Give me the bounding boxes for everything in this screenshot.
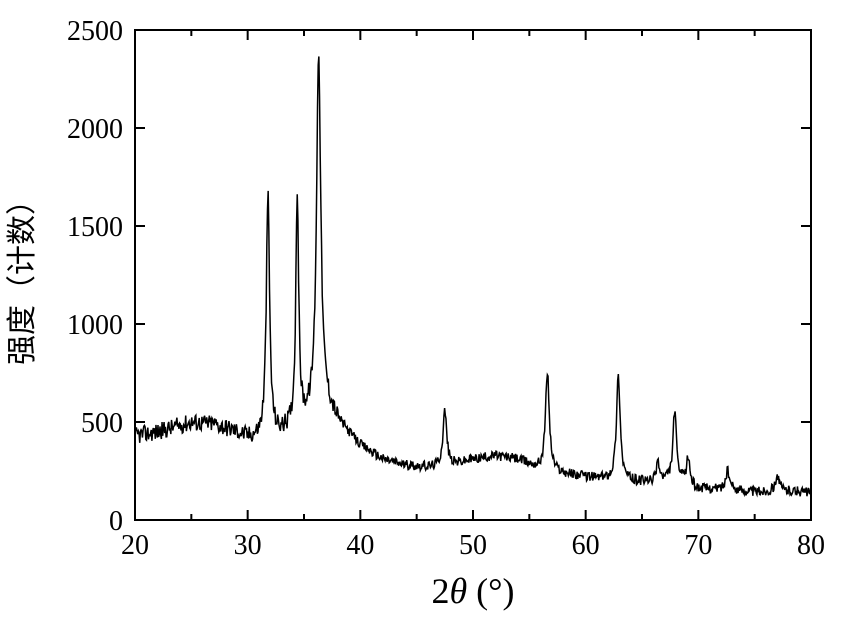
xrd-chart: 20 30 40 50 60 70 80 0 500 1000 1500 2000 2500 2θ (°)… <box>0 0 851 625</box>
x-tick-label: 80 <box>797 530 825 561</box>
x-tick-label: 20 <box>121 530 149 561</box>
x-tick-label: 70 <box>684 530 712 561</box>
y-tick-label: 2500 <box>67 16 123 47</box>
x-tick-label: 40 <box>346 530 374 561</box>
y-tick-label: 500 <box>81 408 123 439</box>
y-tick-label: 1000 <box>67 310 123 341</box>
y-tick-label: 1500 <box>67 212 123 243</box>
x-tick-label: 50 <box>459 530 487 561</box>
x-tick-label: 60 <box>572 530 600 561</box>
y-tick-label: 0 <box>109 506 123 537</box>
x-tick-label: 30 <box>234 530 262 561</box>
chart-svg: 20 30 40 50 60 70 80 0 500 1000 1500 2000 2500 2θ (°)… <box>0 0 851 625</box>
y-tick-label: 2000 <box>67 114 123 145</box>
x-axis-label: 2θ (°) <box>431 571 514 611</box>
y-axis-label: 强度（计数） <box>6 185 39 365</box>
